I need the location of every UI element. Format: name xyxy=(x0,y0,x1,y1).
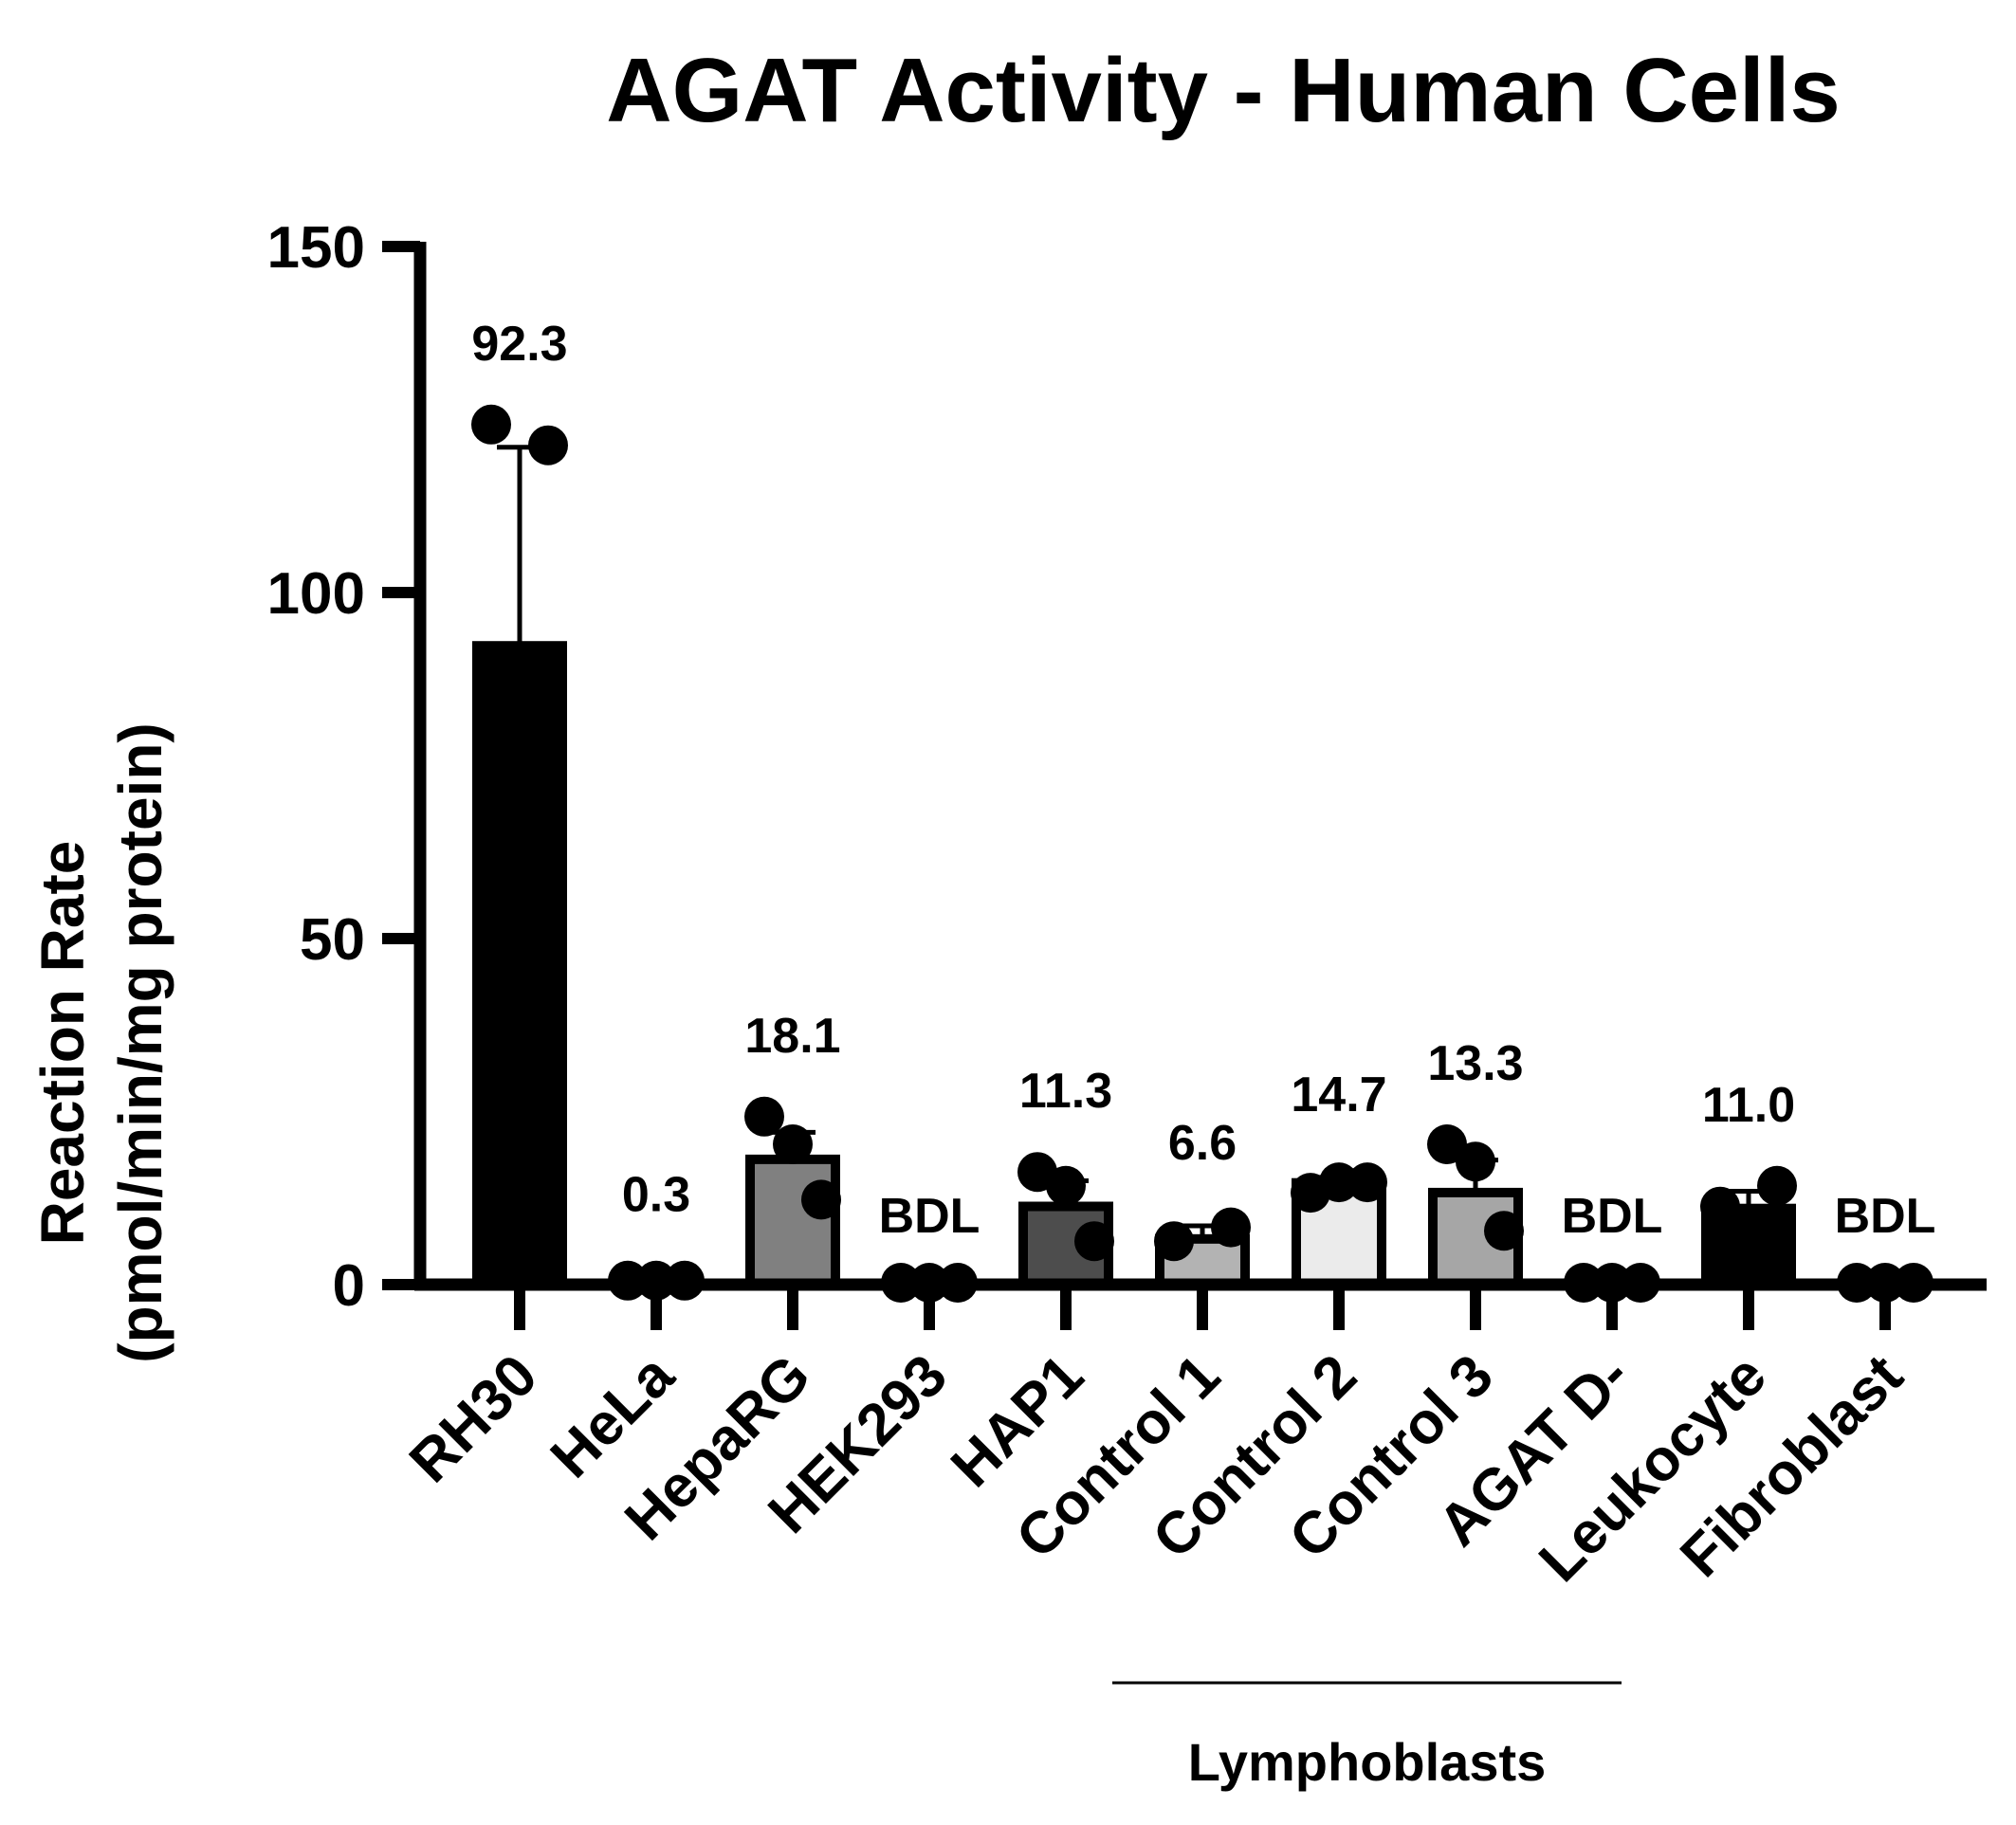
value-label: 11.0 xyxy=(1702,1078,1795,1133)
y-tick-label: 50 xyxy=(300,907,365,973)
data-point xyxy=(471,404,511,445)
data-point xyxy=(528,425,568,465)
data-point xyxy=(1154,1221,1194,1262)
chart-title: AGAT Activity - Human Cells xyxy=(606,40,1841,141)
value-label: 18.1 xyxy=(744,1009,840,1064)
y-tick-label: 0 xyxy=(333,1253,365,1319)
value-label: 11.3 xyxy=(1019,1064,1112,1119)
data-point xyxy=(1046,1165,1086,1206)
data-point xyxy=(1347,1162,1387,1203)
x-tick-label: RH30 xyxy=(397,1342,550,1495)
y-axis-label-line2: (pmol/min/mg protein) xyxy=(106,722,174,1363)
y-axis-label-line1: Reaction Rate xyxy=(28,841,97,1246)
value-label: BDL xyxy=(1562,1189,1663,1244)
value-label: 14.7 xyxy=(1291,1068,1386,1122)
y-tick-label: 100 xyxy=(267,561,365,627)
plot-area: 0 50 100 150 92.3 0.3 18.1 BDL 11.3 6.6 14.7 13.3 BD… xyxy=(267,215,1987,1792)
value-label: 13.3 xyxy=(1427,1036,1523,1091)
data-point xyxy=(1484,1211,1524,1251)
value-label: BDL xyxy=(1835,1189,1936,1244)
bar xyxy=(745,1154,840,1289)
data-point xyxy=(1319,1162,1359,1203)
data-point xyxy=(1211,1207,1251,1248)
y-tick-label: 150 xyxy=(267,215,365,281)
data-point xyxy=(801,1179,841,1220)
value-label: BDL xyxy=(879,1189,981,1244)
value-label: 92.3 xyxy=(471,317,567,372)
data-point xyxy=(1757,1165,1797,1206)
group-label: Lymphoblasts xyxy=(1188,1732,1547,1792)
data-point xyxy=(1700,1186,1740,1227)
value-label: 0.3 xyxy=(622,1168,690,1223)
data-point xyxy=(1456,1141,1495,1182)
data-point xyxy=(1074,1221,1114,1262)
value-label: 6.6 xyxy=(1168,1116,1237,1171)
bar xyxy=(472,641,567,1289)
data-point xyxy=(744,1096,784,1137)
data-point xyxy=(773,1124,813,1164)
